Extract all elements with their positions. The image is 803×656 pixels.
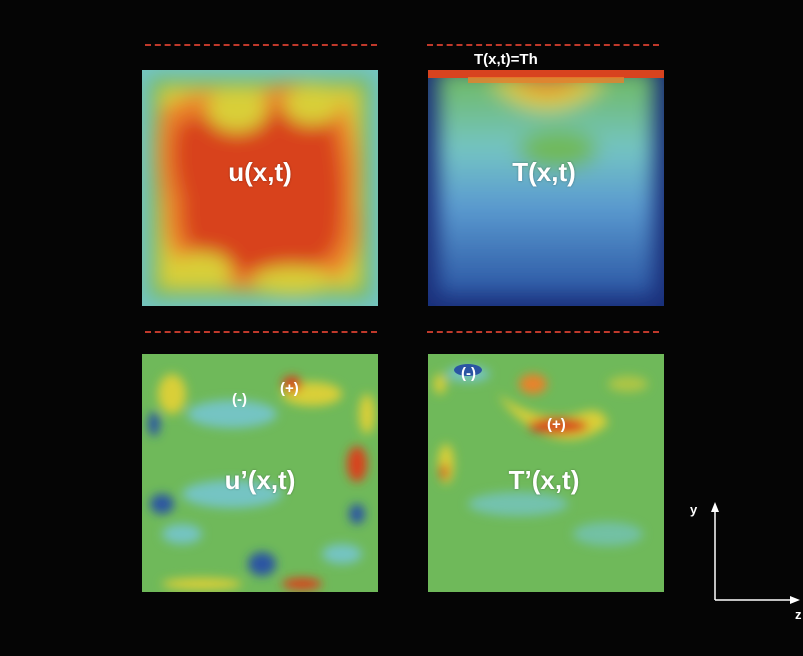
mid-boundary-right	[427, 331, 659, 333]
z-axis-label: z	[795, 607, 802, 622]
label-u: u(x,t)	[228, 157, 292, 187]
Tprime-negative-label: (-)	[461, 365, 476, 382]
panel-u	[142, 70, 378, 306]
panel-Tprime	[428, 354, 664, 592]
panel-T	[428, 70, 664, 306]
top-boundary-right	[427, 44, 659, 46]
label-T: T(x,t)	[512, 157, 576, 187]
mid-boundary-left	[145, 331, 377, 333]
label-uprime: u’(x,t)	[224, 465, 296, 495]
Tprime-positive-label: (+)	[547, 416, 566, 433]
top-boundary-left	[145, 44, 377, 46]
coordinate-axes-icon	[711, 502, 800, 604]
uprime-negative-label: (-)	[232, 391, 247, 408]
panel-uprime	[142, 354, 378, 592]
uprime-positive-label: (+)	[280, 380, 299, 397]
boundary-temperature-label: T(x,t)=Th	[474, 51, 538, 68]
label-Tprime: T’(x,t)	[508, 465, 580, 495]
y-axis-label: y	[690, 502, 698, 517]
